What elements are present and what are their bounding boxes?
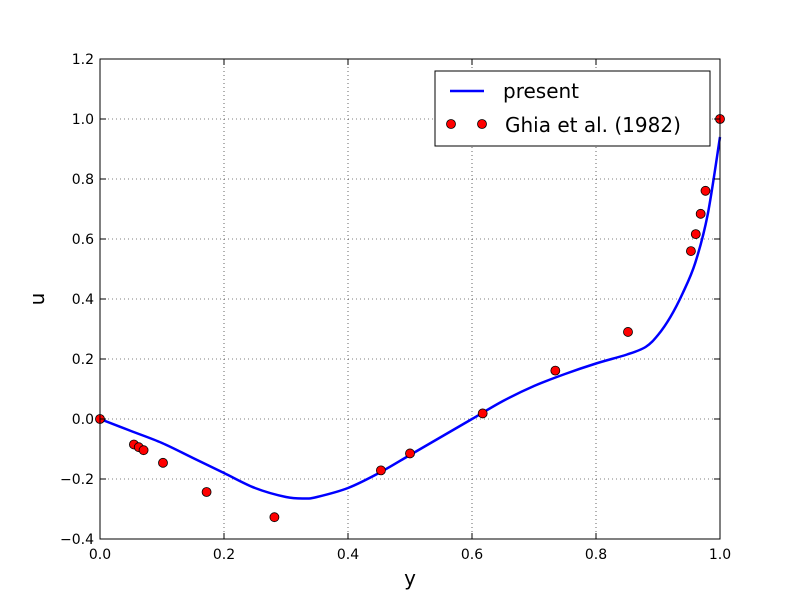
data-point-ghia [477,408,488,419]
legend-marker-ghia-1 [446,119,456,129]
legend-marker-ghia-2 [477,119,487,129]
x-axis-label: y [404,566,416,590]
data-point-ghia [376,465,386,476]
data-point-ghia [550,365,561,376]
y-tick-label: −0.2 [60,472,94,488]
data-point-ghia [700,185,711,196]
y-axis-label: u [25,293,49,306]
data-point-ghia [690,229,701,240]
x-tick-label: 0.8 [585,547,607,563]
y-tick-label: 1.0 [72,112,94,128]
x-tick-label: 0.4 [337,547,359,563]
legend-box [434,70,711,147]
y-tick-label: 0.4 [72,292,94,308]
x-tick-label: 0.6 [461,547,483,563]
legend-label-ghia: Ghia et al. (1982) [505,113,681,137]
y-tick-label: 0.6 [72,232,94,248]
y-tick-label: 0.0 [72,412,94,428]
series-line-present [99,136,722,500]
y-tick-label: 0.2 [72,352,94,368]
x-tick-label: 0.2 [213,547,235,563]
data-point-ghia [686,246,696,256]
data-point-ghia [623,327,633,337]
legend-label-present: present [503,79,579,103]
ticks [99,58,721,540]
data-point-ghia [695,208,706,219]
data-point-ghia [158,457,168,468]
legend: present Ghia et al. (1982) [434,70,711,147]
x-tick-label: 0.0 [89,547,111,563]
y-tick-label: 0.8 [72,172,94,188]
tick-labels: 0.0 0.2 0.4 0.6 0.8 1.0 −0.4 −0.2 0.0 0.2 0.4 0.6 0.… [60,52,731,563]
data-point-ghia [405,448,415,459]
data-point-ghia [201,487,212,497]
data-point-ghia [138,445,149,456]
y-tick-label: 1.2 [72,52,94,68]
series-layer [95,114,725,523]
data-point-ghia [269,512,280,523]
y-tick-label: −0.4 [60,532,94,548]
x-tick-label: 1.0 [709,547,731,563]
